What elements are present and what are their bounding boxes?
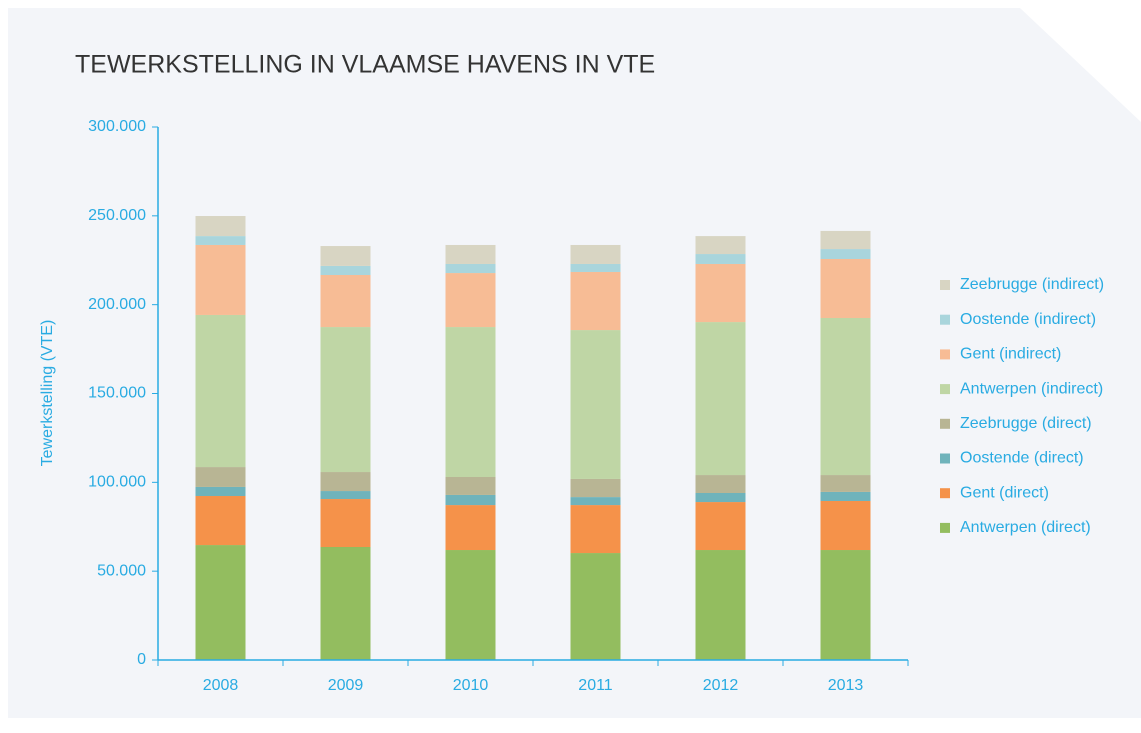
bar-segment <box>695 502 746 551</box>
bar-segment <box>820 317 871 476</box>
bar-segment <box>445 273 496 328</box>
bar-segment <box>320 547 371 660</box>
legend-label: Zeebrugge (indirect) <box>960 276 1104 293</box>
bar-segment <box>570 263 621 272</box>
bar-segment <box>445 327 496 478</box>
legend-swatch <box>940 280 950 290</box>
bar-segment <box>820 475 871 492</box>
bar-segment <box>320 472 371 492</box>
bar-segment <box>195 236 246 245</box>
legend-label: Antwerpen (indirect) <box>960 380 1103 397</box>
bar-segment <box>570 330 621 479</box>
legend-label: Antwerpen (direct) <box>960 519 1091 536</box>
bar-segment <box>570 505 621 554</box>
bar-segment <box>820 491 871 501</box>
bar-segment <box>195 314 246 468</box>
bar-segment <box>320 246 371 266</box>
bar-segment <box>570 497 621 506</box>
bar-segment <box>570 271 621 331</box>
bar-segment <box>820 230 871 250</box>
bar-segment <box>570 553 621 660</box>
chart-title: TEWERKSTELLING IN VLAAMSE HAVENS IN VTE <box>75 51 655 79</box>
bar-segment <box>445 505 496 551</box>
bar-segment <box>320 491 371 500</box>
bar-segment <box>195 467 246 487</box>
legend-swatch <box>940 488 950 499</box>
bar-segment <box>445 477 496 495</box>
bar-segment <box>320 274 371 328</box>
bar-segment <box>695 322 746 476</box>
bar-segment <box>695 550 746 660</box>
bar-segment <box>695 475 746 493</box>
y-tick-label: 150.000 <box>88 385 146 402</box>
bar-segment <box>570 244 621 264</box>
x-tick-label: 2008 <box>203 677 239 694</box>
bar-segment <box>695 254 746 264</box>
y-tick-label: 100.000 <box>88 474 146 491</box>
x-tick-label: 2012 <box>703 677 739 694</box>
legend-label: Gent (indirect) <box>960 346 1061 363</box>
bar-segment <box>445 550 496 660</box>
y-axis-label: Tewerkstelling (VTE) <box>39 320 56 467</box>
y-tick-label: 50.000 <box>97 562 146 579</box>
legend-label: Oostende (direct) <box>960 450 1084 467</box>
bar-segment <box>320 327 371 473</box>
legend-swatch <box>940 384 950 395</box>
bar-segment <box>195 486 246 497</box>
x-tick-label: 2011 <box>578 677 613 694</box>
bar-segment <box>320 499 371 548</box>
y-tick-label: 200.000 <box>88 296 146 313</box>
bar-segment <box>820 550 871 660</box>
bar-segment <box>195 244 246 315</box>
bar-segment <box>570 478 621 498</box>
bar-segment <box>320 265 371 275</box>
bar-segment <box>445 494 496 506</box>
y-tick-label: 0 <box>137 651 146 668</box>
bar-segment <box>195 496 246 546</box>
bar-segment <box>195 545 246 660</box>
bar-segment <box>820 500 871 551</box>
bar-segment <box>445 244 496 264</box>
bar-segment <box>445 263 496 274</box>
bar-segment <box>695 492 746 503</box>
legend-swatch <box>940 418 950 429</box>
y-tick-label: 250.000 <box>88 207 146 224</box>
legend-swatch <box>940 522 950 533</box>
y-tick-label: 300.000 <box>88 118 146 135</box>
legend-swatch <box>940 453 950 464</box>
legend-swatch <box>940 349 950 360</box>
x-tick-label: 2013 <box>828 677 864 694</box>
bar-segment <box>820 249 871 260</box>
x-tick-label: 2010 <box>453 677 489 694</box>
legend-label: Gent (direct) <box>960 484 1049 501</box>
bar-segment <box>695 263 746 323</box>
x-tick-label: 2009 <box>328 677 364 694</box>
legend-label: Zeebrugge (direct) <box>960 415 1092 432</box>
bar-segment <box>820 259 871 318</box>
legend-swatch <box>940 314 950 325</box>
bar-segment <box>195 216 246 237</box>
bar-segment <box>695 236 746 255</box>
legend-label: Oostende (indirect) <box>960 311 1096 328</box>
